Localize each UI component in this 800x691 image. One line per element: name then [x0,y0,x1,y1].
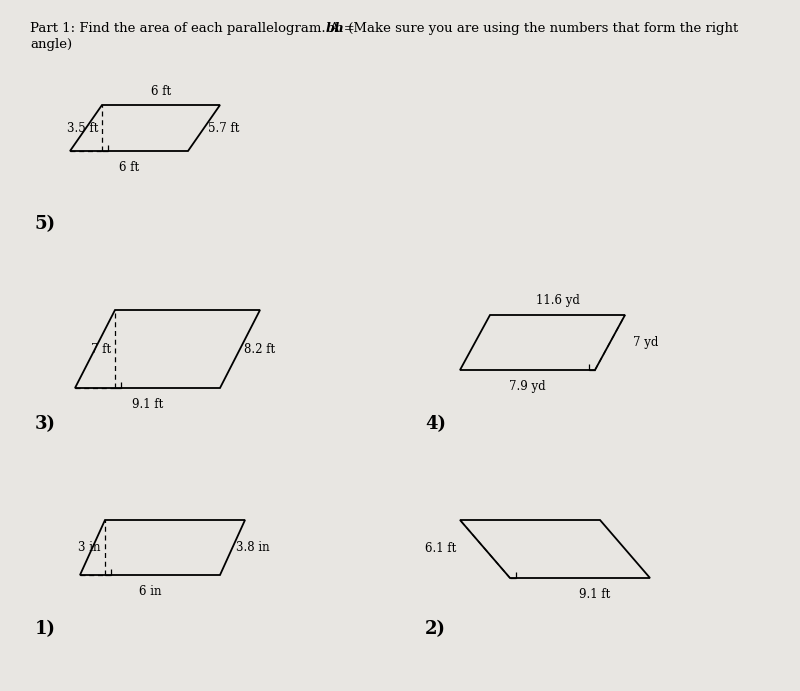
Text: 9.1 ft: 9.1 ft [132,398,163,411]
Text: 7.9 yd: 7.9 yd [509,380,546,393]
Text: 1): 1) [35,620,56,638]
Text: 11.6 yd: 11.6 yd [535,294,579,307]
Text: 7 ft: 7 ft [91,343,111,355]
Text: 6 in: 6 in [138,585,162,598]
Text: 7 yd: 7 yd [633,336,658,349]
Text: (Make sure you are using the numbers that form the right: (Make sure you are using the numbers tha… [344,22,738,35]
Text: 6 ft: 6 ft [119,161,139,174]
Text: 9.1 ft: 9.1 ft [579,588,610,601]
Text: 3.8 in: 3.8 in [237,541,270,554]
Text: 8.2 ft: 8.2 ft [244,343,275,355]
Text: Part 1: Find the area of each parallelogram. A =: Part 1: Find the area of each parallelog… [30,22,359,35]
Text: 3 in: 3 in [78,541,101,554]
Text: bh: bh [326,22,345,35]
Text: 3.5 ft: 3.5 ft [66,122,98,135]
Text: 5): 5) [35,215,56,233]
Text: angle): angle) [30,38,72,51]
Text: 6 ft: 6 ft [151,85,171,98]
Text: 5.7 ft: 5.7 ft [208,122,239,135]
Text: 4): 4) [425,415,446,433]
Text: 2): 2) [425,620,446,638]
Text: 3): 3) [35,415,56,433]
Text: 6.1 ft: 6.1 ft [425,542,456,556]
